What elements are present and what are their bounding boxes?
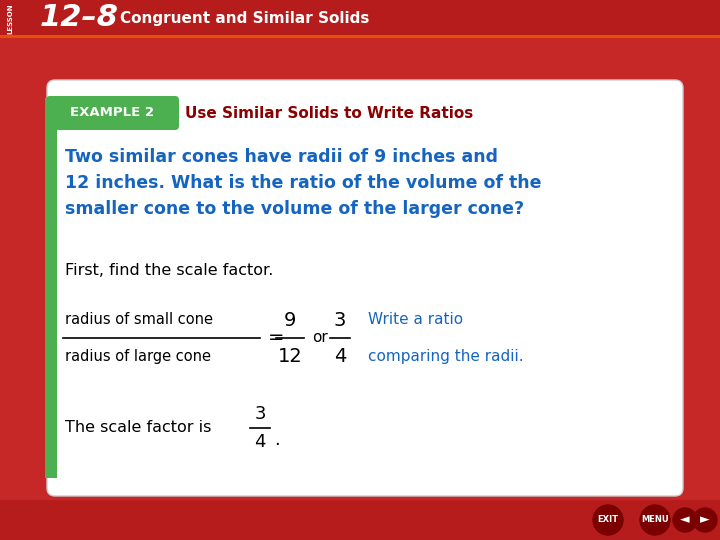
- FancyBboxPatch shape: [0, 35, 720, 38]
- Text: Congruent and Similar Solids: Congruent and Similar Solids: [120, 11, 369, 26]
- Text: The scale factor is: The scale factor is: [65, 421, 212, 435]
- Text: or: or: [312, 330, 328, 346]
- Text: 9: 9: [284, 310, 296, 329]
- Text: Two similar cones have radii of 9 inches and: Two similar cones have radii of 9 inches…: [65, 148, 498, 166]
- Text: Write a ratio: Write a ratio: [368, 313, 463, 327]
- FancyBboxPatch shape: [47, 80, 683, 496]
- Text: MENU: MENU: [642, 516, 669, 524]
- Text: 4: 4: [334, 347, 346, 366]
- Text: 12–8: 12–8: [40, 3, 119, 32]
- Text: ►: ►: [700, 514, 710, 526]
- Text: LESSON: LESSON: [7, 4, 13, 35]
- Text: First, find the scale factor.: First, find the scale factor.: [65, 263, 274, 278]
- Text: =: =: [268, 328, 284, 348]
- Text: 3: 3: [334, 310, 346, 329]
- Text: radius of large cone: radius of large cone: [65, 348, 211, 363]
- FancyBboxPatch shape: [0, 0, 720, 38]
- Text: ◄: ◄: [680, 514, 690, 526]
- Circle shape: [673, 508, 697, 532]
- FancyBboxPatch shape: [45, 98, 57, 478]
- Text: radius of small cone: radius of small cone: [65, 313, 213, 327]
- Text: smaller cone to the volume of the larger cone?: smaller cone to the volume of the larger…: [65, 200, 524, 218]
- Circle shape: [640, 505, 670, 535]
- Text: 4: 4: [254, 433, 266, 451]
- Text: 12 inches. What is the ratio of the volume of the: 12 inches. What is the ratio of the volu…: [65, 174, 541, 192]
- Text: EXIT: EXIT: [598, 516, 618, 524]
- Text: Use Similar Solids to Write Ratios: Use Similar Solids to Write Ratios: [185, 105, 473, 120]
- Circle shape: [593, 505, 623, 535]
- Text: .: .: [274, 431, 280, 449]
- FancyBboxPatch shape: [0, 500, 720, 540]
- Text: 12: 12: [278, 347, 302, 366]
- Circle shape: [693, 508, 717, 532]
- Text: EXAMPLE 2: EXAMPLE 2: [70, 106, 154, 119]
- Text: 3: 3: [254, 405, 266, 423]
- Text: comparing the radii.: comparing the radii.: [368, 348, 523, 363]
- FancyBboxPatch shape: [46, 96, 179, 130]
